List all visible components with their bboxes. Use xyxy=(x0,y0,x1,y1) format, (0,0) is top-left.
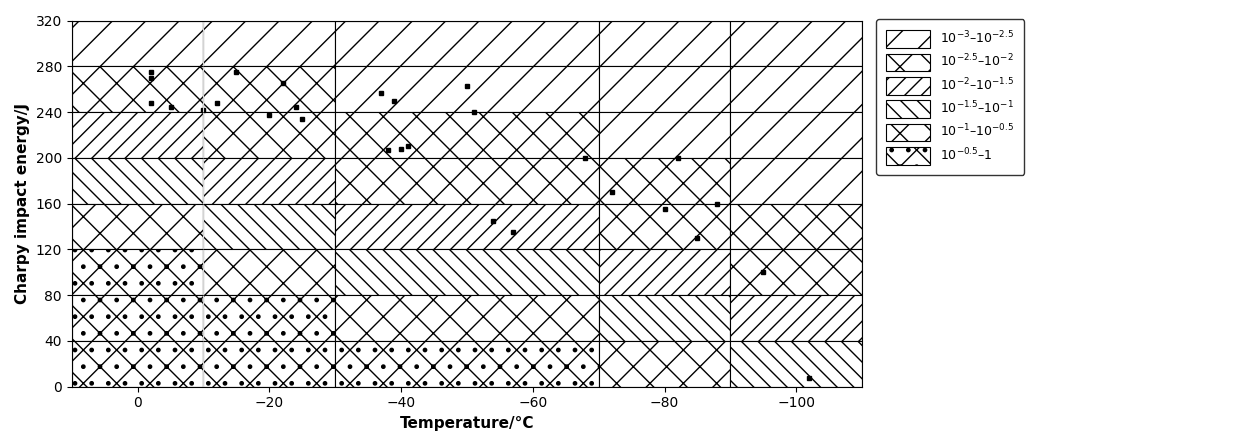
Bar xyxy=(598,158,730,204)
Bar xyxy=(336,158,598,204)
Bar xyxy=(730,249,862,295)
Bar xyxy=(72,204,203,249)
Bar xyxy=(598,66,730,112)
Bar xyxy=(336,21,598,66)
Y-axis label: Charpy impact energy/J: Charpy impact energy/J xyxy=(15,103,30,304)
Bar xyxy=(730,112,862,158)
Bar xyxy=(203,204,336,249)
Bar xyxy=(730,158,862,204)
Bar xyxy=(598,112,730,158)
Legend: 10$^{-3}$–10$^{-2.5}$, 10$^{-2.5}$–10$^{-2}$, 10$^{-2}$–10$^{-1.5}$, 10$^{-1.5}$: 10$^{-3}$–10$^{-2.5}$, 10$^{-2.5}$–10$^{… xyxy=(876,20,1025,175)
Bar xyxy=(336,112,598,158)
Bar xyxy=(336,204,598,249)
Bar xyxy=(72,341,203,387)
Bar xyxy=(336,66,598,112)
Bar xyxy=(203,341,336,387)
Bar xyxy=(598,295,730,341)
Bar xyxy=(730,341,862,387)
Bar xyxy=(336,295,598,341)
Bar xyxy=(203,66,336,112)
Bar xyxy=(730,204,862,249)
Bar xyxy=(598,341,730,387)
Bar xyxy=(336,341,598,387)
Bar xyxy=(203,158,336,204)
Bar xyxy=(730,21,862,66)
Bar xyxy=(72,112,203,158)
Bar xyxy=(598,204,730,249)
Bar xyxy=(72,66,203,112)
Bar xyxy=(72,295,203,341)
Bar xyxy=(203,21,336,66)
Bar xyxy=(203,249,336,295)
Bar xyxy=(598,21,730,66)
X-axis label: Temperature/°C: Temperature/°C xyxy=(400,416,534,431)
Bar xyxy=(336,249,598,295)
Bar xyxy=(72,249,203,295)
Bar xyxy=(730,295,862,341)
Bar xyxy=(72,158,203,204)
Bar xyxy=(203,112,336,158)
Bar xyxy=(730,66,862,112)
Bar xyxy=(598,249,730,295)
Bar xyxy=(72,21,203,66)
Bar xyxy=(203,295,336,341)
